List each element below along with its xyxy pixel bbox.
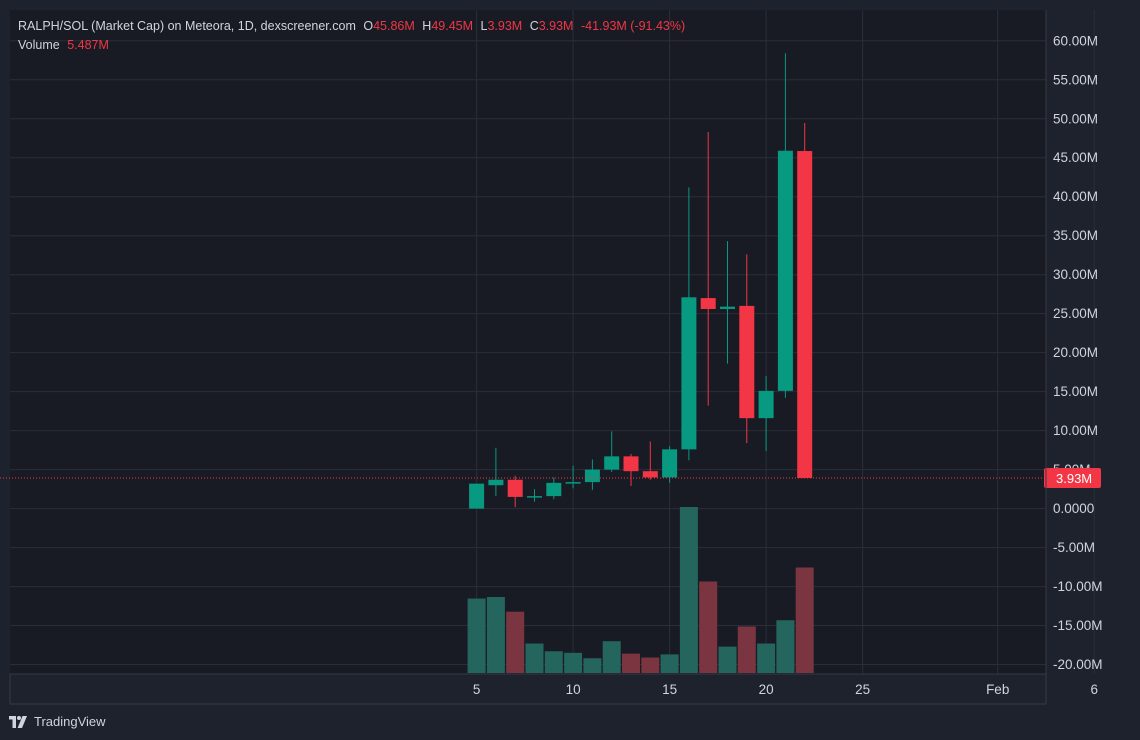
volume-bar: [564, 652, 583, 673]
volume-bar: [757, 643, 776, 673]
time-tick-label: 15: [662, 682, 677, 697]
price-tick-label: 0.0000: [1053, 501, 1094, 516]
low-label: L: [480, 19, 488, 33]
time-tick-label: 10: [566, 682, 581, 697]
price-tick-label: 35.00M: [1053, 228, 1098, 243]
candle-body: [469, 483, 485, 509]
volume-bar: [699, 581, 718, 673]
price-tick-label: 25.00M: [1053, 306, 1098, 321]
candle-body: [488, 479, 504, 486]
volume-label[interactable]: Volume: [18, 38, 60, 52]
time-tick-label: Feb: [986, 682, 1009, 697]
symbol-title[interactable]: RALPH/SOL (Market Cap) on Meteora, 1D, d…: [18, 19, 356, 33]
time-axis[interactable]: 5 10 15 20 25 Feb 6: [473, 682, 1098, 697]
candle-body: [700, 298, 716, 309]
volume-bar: [795, 567, 814, 673]
tradingview-label: TradingView: [34, 714, 106, 729]
price-tick-label: -15.00M: [1053, 618, 1103, 633]
price-tick-label: 55.00M: [1053, 72, 1098, 87]
volume-bar: [641, 657, 660, 673]
high-value: 49.45M: [431, 19, 474, 33]
price-tick-label: -10.00M: [1053, 579, 1103, 594]
last-price-tag-background: [1044, 467, 1101, 488]
price-axis[interactable]: 60.00M 55.00M 50.00M 45.00M 40.00M 35.00M 30.0…: [1053, 33, 1103, 672]
volume-row: Volume 5.487M: [18, 36, 685, 55]
candle-body: [681, 297, 697, 450]
price-tick-label: -5.00M: [1053, 540, 1095, 555]
volume-bar: [506, 611, 525, 673]
price-tick-label: 30.00M: [1053, 267, 1098, 282]
volume-bar: [622, 653, 640, 673]
volume-bar: [660, 654, 679, 673]
candle-body: [546, 482, 562, 497]
high-label: H: [422, 19, 432, 33]
candles: [469, 53, 813, 509]
volume-bar: [544, 651, 563, 673]
candle-body: [584, 469, 600, 483]
candle-body: [623, 456, 639, 472]
tradingview-branding[interactable]: TradingView: [9, 714, 106, 729]
volume-bar: [583, 658, 602, 673]
close-value: 3.93M: [538, 19, 574, 33]
ohlc-row: RALPH/SOL (Market Cap) on Meteora, 1D, d…: [18, 17, 685, 36]
price-tick-label: -20.00M: [1053, 657, 1103, 672]
last-price-tag-label: 3.93M: [1056, 471, 1092, 486]
price-tick-label: 45.00M: [1053, 150, 1098, 165]
candle-body: [720, 306, 735, 309]
candle-body: [758, 390, 774, 419]
low-value: 3.93M: [487, 19, 523, 33]
candle-body: [739, 305, 755, 419]
price-tick-label: 50.00M: [1053, 111, 1098, 126]
open-value: 45.86M: [373, 19, 415, 33]
time-axis-frame: [9, 673, 1047, 705]
candle-body: [797, 151, 813, 478]
time-tick-label: 20: [759, 682, 774, 697]
volume-value: 5.487M: [67, 38, 109, 52]
volume-bar: [679, 507, 698, 673]
price-tick-label: 10.00M: [1053, 423, 1098, 438]
time-tick-label: 25: [855, 682, 870, 697]
price-tick-label: 20.00M: [1053, 345, 1098, 360]
tradingview-logo-icon: [9, 715, 27, 728]
candle-body: [642, 471, 658, 478]
candle-body: [604, 456, 620, 470]
time-tick-label: 5: [473, 682, 481, 697]
price-tick-label: 40.00M: [1053, 189, 1098, 204]
price-tick-label: 15.00M: [1053, 384, 1098, 399]
candle-body: [527, 496, 542, 498]
candle-body: [777, 150, 793, 391]
volume-bar: [486, 596, 505, 673]
volume-bar: [525, 643, 544, 673]
volume-bar: [602, 641, 621, 673]
candle-body: [565, 482, 581, 484]
volume-bar: [737, 626, 756, 673]
volume-bars: [467, 507, 814, 673]
volume-bar: [467, 598, 486, 673]
time-tick-label: 6: [1090, 682, 1098, 697]
close-label: C: [529, 19, 539, 33]
price-tick-label: 60.00M: [1053, 33, 1098, 48]
open-label: O: [363, 19, 374, 33]
candle-body: [507, 479, 523, 497]
plot-area: [10, 10, 1046, 674]
last-price-tag: 3.93M: [1044, 467, 1101, 488]
chart-legend: RALPH/SOL (Market Cap) on Meteora, 1D, d…: [18, 17, 685, 55]
change-value: -41.93M (-91.43%): [580, 19, 686, 33]
volume-bar: [776, 620, 795, 673]
grid-lines: [10, 10, 1095, 674]
candle-body: [662, 449, 678, 478]
volume-bar: [718, 646, 737, 673]
